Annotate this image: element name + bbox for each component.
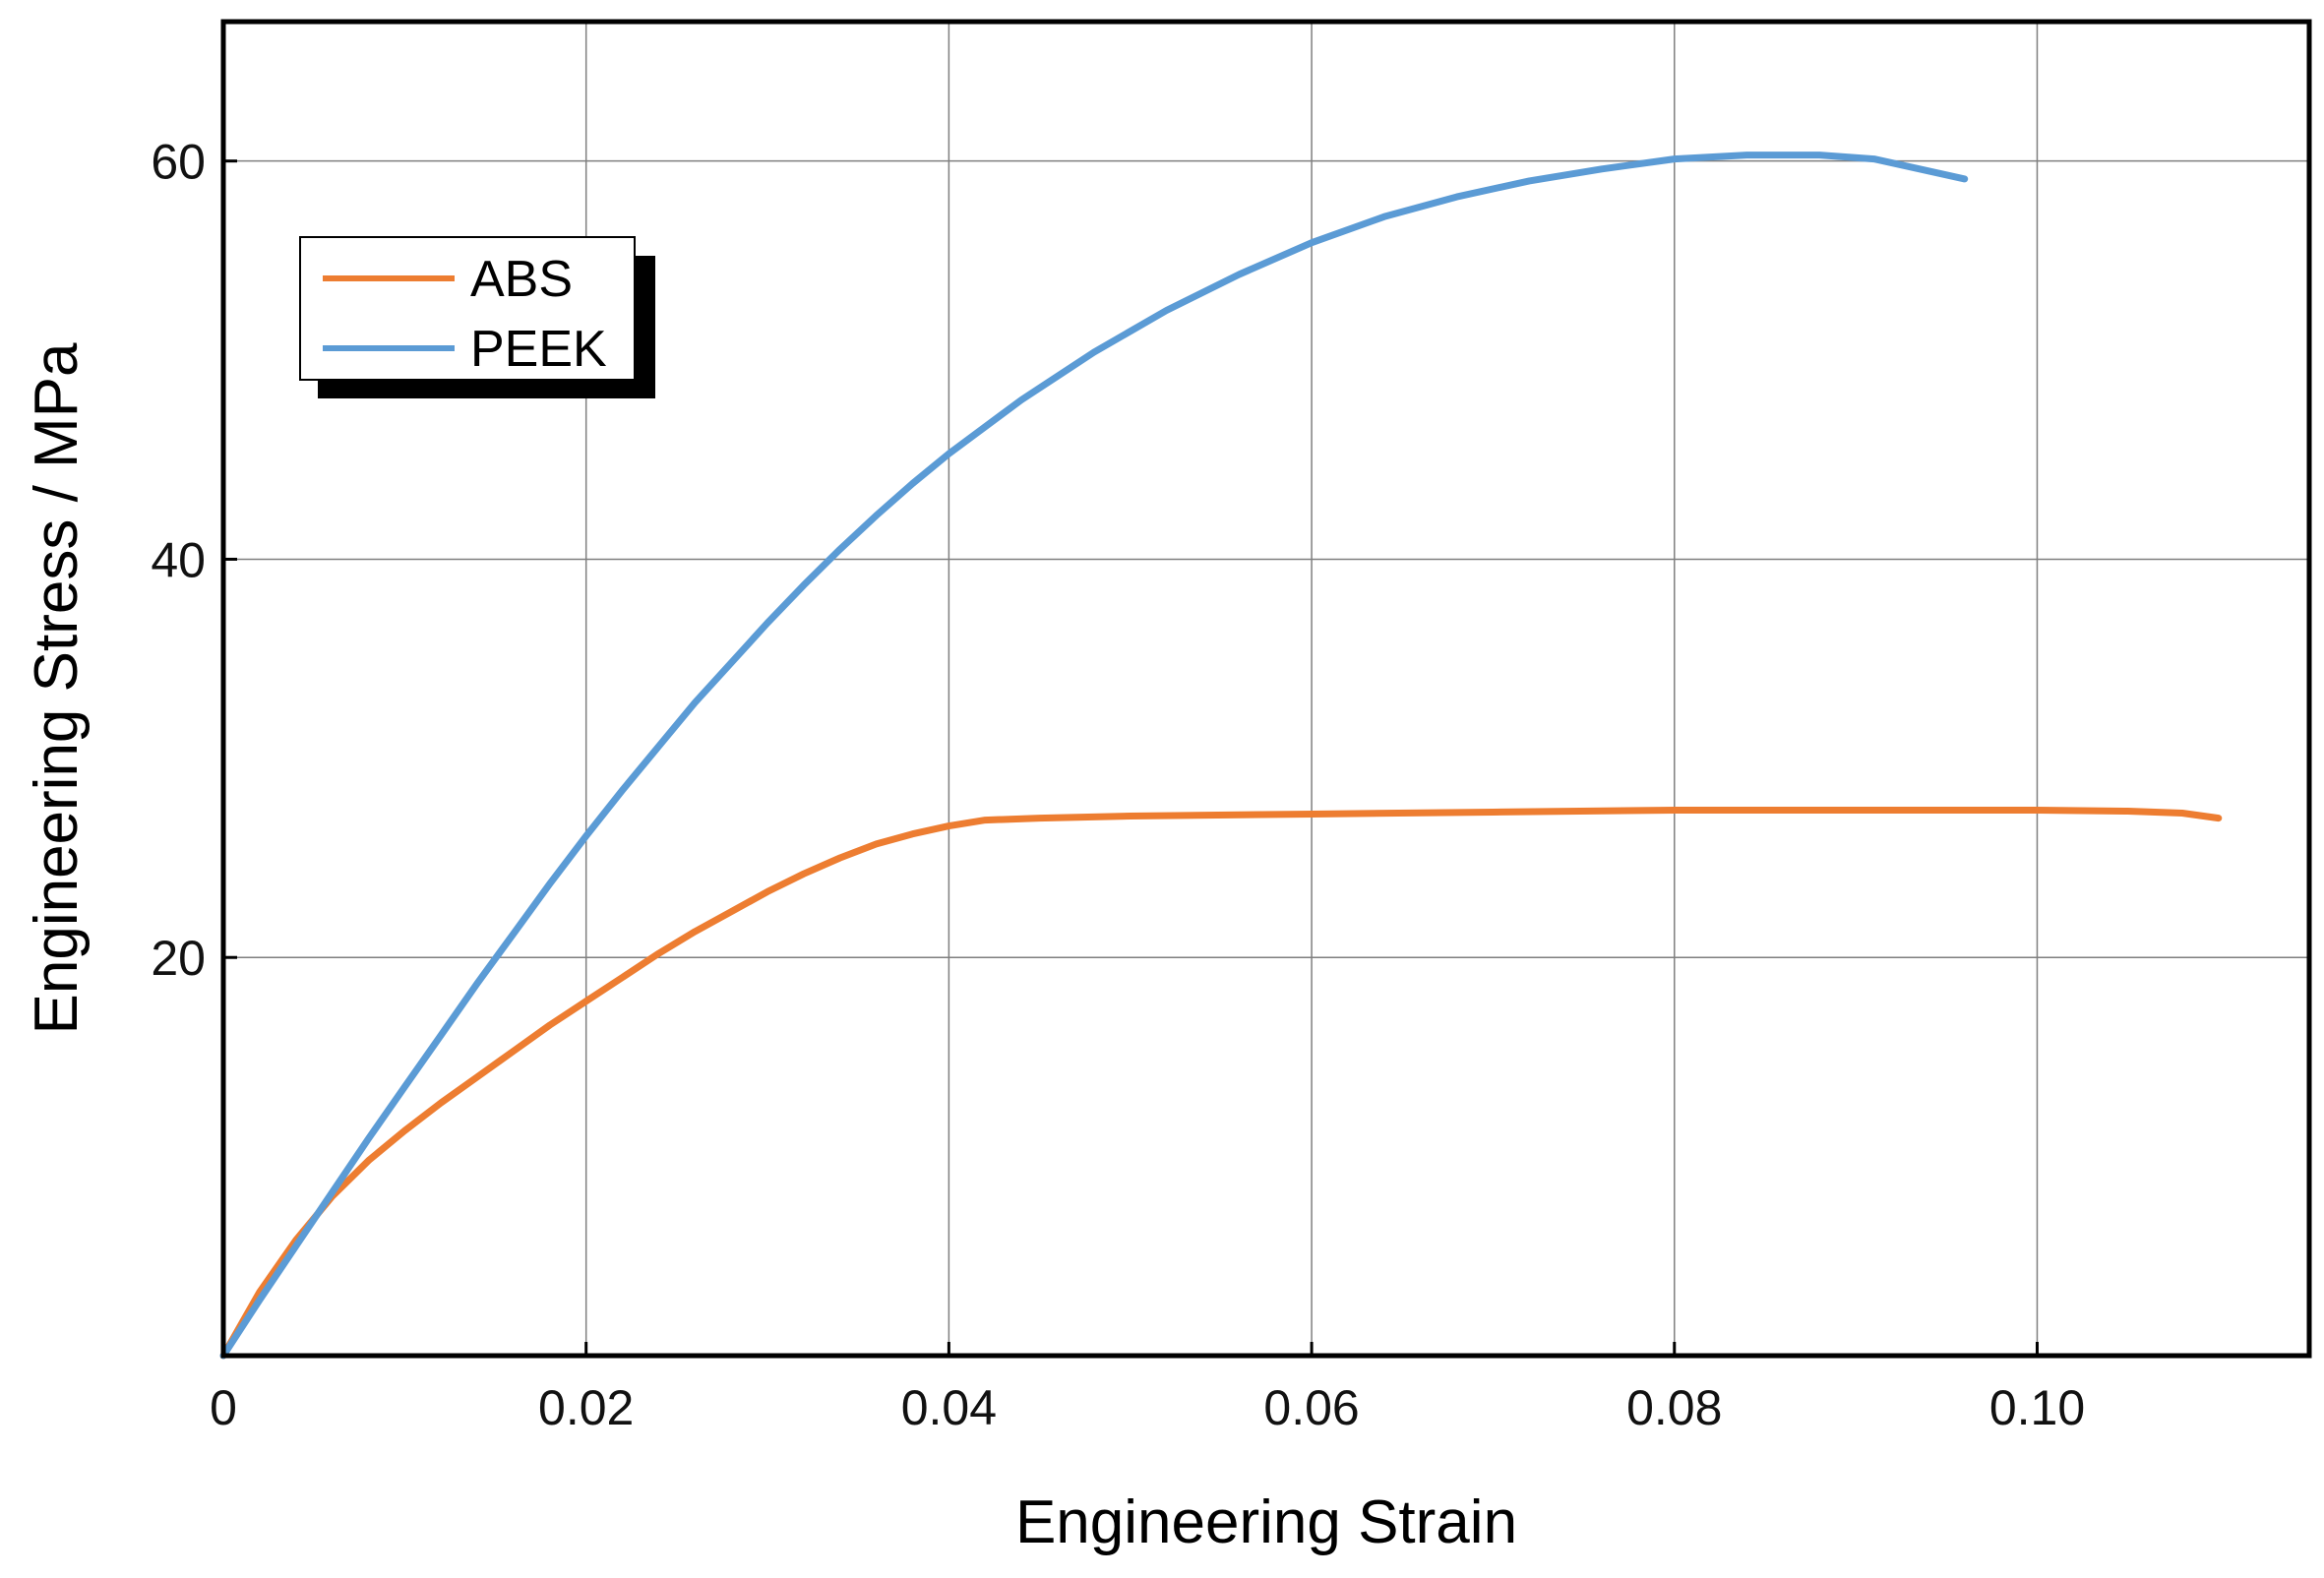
x-tick-label: 0 [210,1380,237,1435]
x-axis-title: Engineering Strain [1015,1488,1517,1556]
series-line-abs [219,807,2223,1360]
y-axis-title: Engineering Stress / MPa [23,342,91,1035]
y-tick-label: 20 [151,931,206,986]
grid-lines [223,22,2309,1356]
y-tick-label: 60 [151,135,206,190]
series-line-peek [219,152,1969,1360]
plot-area-frame [220,19,2312,1359]
y-tick-label: 40 [151,532,206,587]
x-tick-label: 0.06 [1263,1380,1359,1435]
x-tick-label: 0.10 [1989,1380,2085,1435]
x-tick-label: 0.08 [1626,1380,1722,1435]
series-lines [219,152,2223,1360]
legend-label-abs: ABS [470,251,573,308]
x-tick-label: 0.02 [538,1380,634,1435]
legend: ABS PEEK [299,236,655,398]
legend-label-peek: PEEK [470,321,607,378]
axis-ticks: 0 0.02 0.04 0.06 0.08 0.10 20 40 60 [151,135,2085,1435]
x-tick-label: 0.04 [901,1380,997,1435]
legend-box [299,236,636,381]
